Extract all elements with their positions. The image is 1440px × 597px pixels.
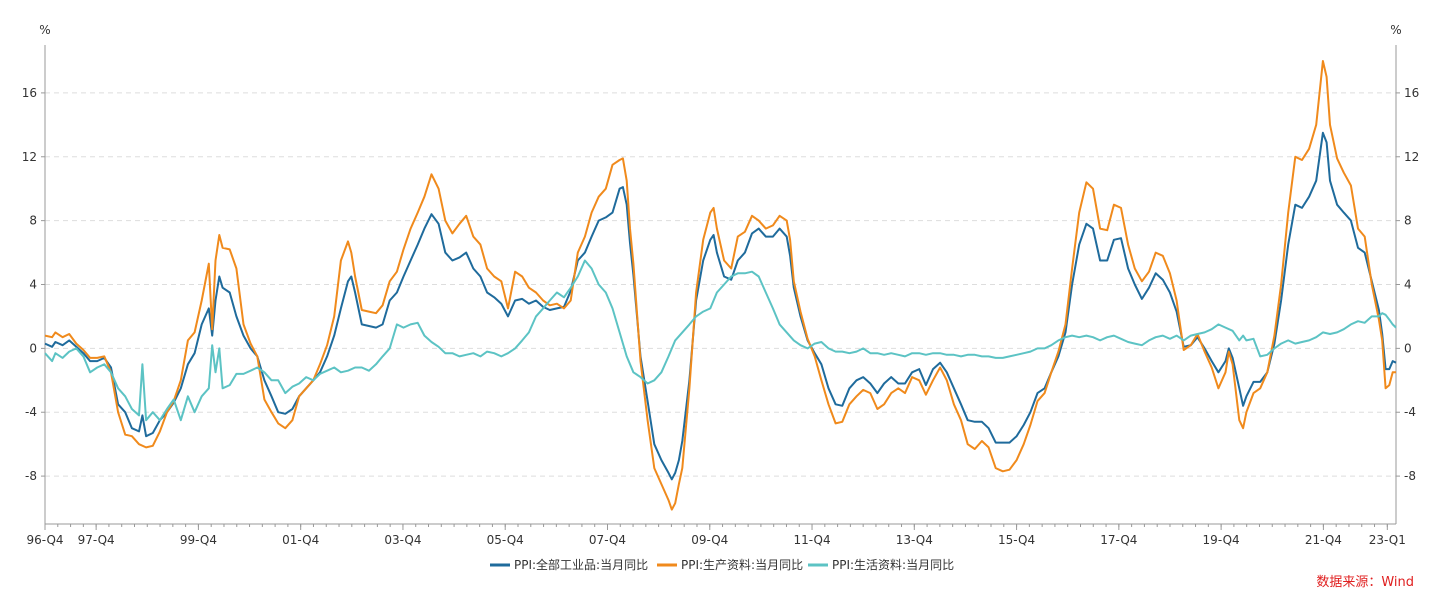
series-line-2 <box>44 60 1396 511</box>
axes: % % <box>39 23 1402 525</box>
x-tick-label: 99-Q4 <box>180 533 217 547</box>
left-y-tick-label: 16 <box>22 86 37 100</box>
right-y-tick-label: -4 <box>1404 405 1416 419</box>
left-y-tick-label: -8 <box>25 469 37 483</box>
right-y-tick-label: 0 <box>1404 341 1412 355</box>
x-tick-label: 03-Q4 <box>384 533 421 547</box>
right-y-tick-label: 16 <box>1404 86 1419 100</box>
series-line-1 <box>44 131 1397 481</box>
x-tick-label: 19-Q4 <box>1203 533 1240 547</box>
x-tick-label: 17-Q4 <box>1100 533 1137 547</box>
left-y-tick-label: 4 <box>29 278 37 292</box>
source-note: 数据来源：Wind <box>1316 575 1414 590</box>
left-y-tick-label: -4 <box>25 405 37 419</box>
right-y-tick-label: -8 <box>1404 469 1416 483</box>
right-y-tick-label: 12 <box>1404 150 1419 164</box>
series-lines <box>44 60 1397 511</box>
left-y-tick-label: 12 <box>22 150 37 164</box>
x-tick-label: 96-Q4 <box>26 533 63 547</box>
left-y-unit: % <box>39 23 50 37</box>
x-tick-label: 01-Q4 <box>282 533 319 547</box>
x-tick-label: 05-Q4 <box>487 533 524 547</box>
x-tick-label: 13-Q4 <box>896 533 933 547</box>
left-y-tick-label: 0 <box>29 341 37 355</box>
x-tick-label: 11-Q4 <box>793 533 830 547</box>
x-tick-label: 21-Q4 <box>1305 533 1342 547</box>
x-tick-label: 23-Q1 <box>1369 533 1406 547</box>
right-y-unit: % <box>1390 23 1401 37</box>
right-y-tick-label: 8 <box>1404 214 1412 228</box>
ticks: -8 -8 -4 -4 0 0 4 4 8 8 12 12 16 16 96-Q4 97-Q4 99-Q4 01-… <box>22 86 1420 547</box>
x-tick-label: 15-Q4 <box>998 533 1035 547</box>
right-y-tick-label: 4 <box>1404 278 1412 292</box>
x-tick-label: 09-Q4 <box>691 533 728 547</box>
series-line-3 <box>44 259 1397 422</box>
legend-label-2: PPI:生产资料:当月同比 <box>681 558 803 572</box>
legend-label-3: PPI:生活资料:当月同比 <box>832 558 954 572</box>
x-tick-label: 97-Q4 <box>78 533 115 547</box>
gridlines <box>45 92 1396 477</box>
legend-label-1: PPI:全部工业品:当月同比 <box>514 557 648 572</box>
legend: PPI:全部工业品:当月同比 PPI:生产资料:当月同比 PPI:生活资料:当月同比 <box>490 557 954 572</box>
left-y-tick-label: 8 <box>29 214 37 228</box>
x-tick-label: 07-Q4 <box>589 533 626 547</box>
